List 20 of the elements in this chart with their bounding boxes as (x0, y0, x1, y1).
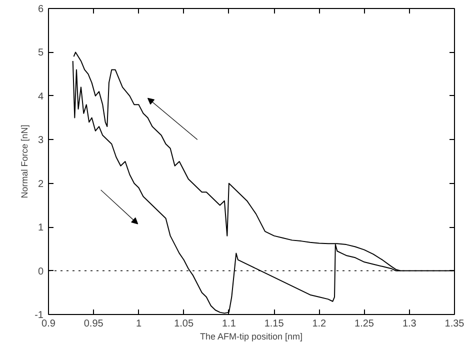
y-tick-label: 1 (38, 222, 44, 234)
y-tick-label: 2 (38, 178, 44, 190)
x-tick-label: 1.15 (264, 318, 284, 330)
x-tick-label: 1.2 (312, 318, 327, 330)
x-tick-label: 0.95 (84, 318, 104, 330)
x-tick-label: 0.9 (42, 318, 56, 330)
x-tick-label: 1 (136, 318, 142, 330)
x-tick-label: 1.05 (174, 318, 194, 330)
x-axis-title: The AFM-tip position [nm] (200, 332, 303, 342)
x-tick-label: 1.25 (354, 318, 374, 330)
x-tick-label: 1.35 (444, 318, 465, 330)
x-tick-label: 1.3 (402, 318, 417, 330)
y-tick-label: 5 (38, 48, 44, 59)
y-tick-label: 4 (38, 91, 44, 102)
y-tick-label: 6 (38, 4, 44, 15)
y-tick-label: 0 (38, 266, 44, 278)
y-axis-title: Normal Force [nN] (20, 124, 30, 198)
y-tick-label: 3 (38, 135, 44, 146)
y-tick-label: -1 (34, 310, 44, 321)
x-tick-label: 1.1 (222, 318, 236, 330)
